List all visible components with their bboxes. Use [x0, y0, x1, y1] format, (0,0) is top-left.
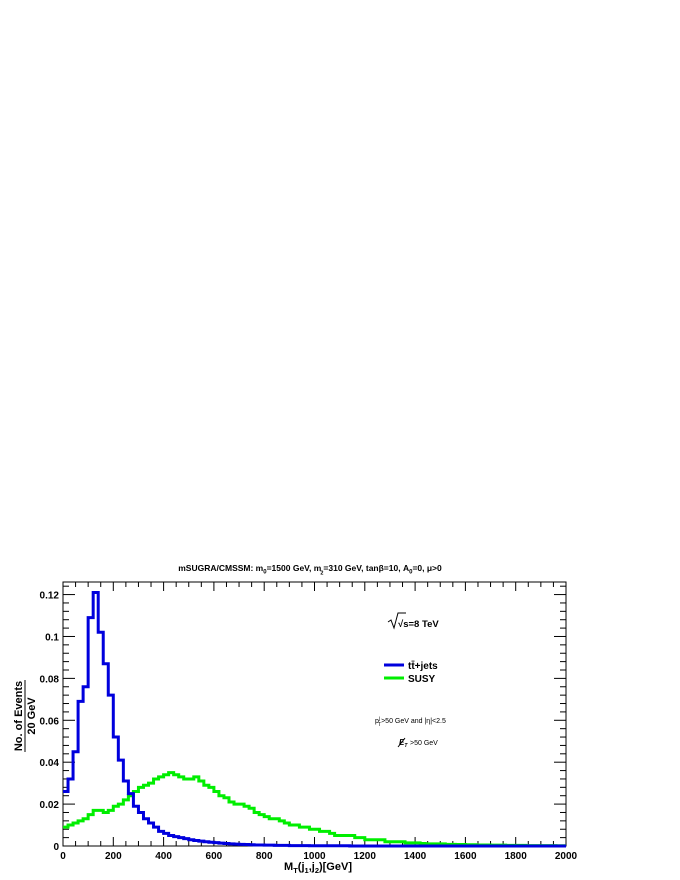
x-tick-label: 1800: [505, 851, 528, 862]
x-tick-label: 2000: [555, 851, 578, 862]
y-tick-label: 0: [53, 842, 59, 853]
y-tick-label: 0.12: [40, 591, 60, 602]
y-tick-labels: 0 0.02 0.04 0.06 0.08 0.1 0.12: [40, 591, 60, 853]
y-tick-label: 0.02: [40, 800, 60, 811]
legend-susy-label: SUSY: [408, 674, 436, 685]
y-tick-label: 0.1: [45, 632, 59, 643]
x-tick-label: 600: [206, 851, 223, 862]
x-tick-labels: 0 200 400 600 800 1000 1200 1400 1600 1800 2000: [60, 851, 577, 862]
y-axis-label-denominator: 20 GeV: [26, 697, 38, 735]
y-tick-label: 0.08: [40, 674, 60, 685]
x-tick-label: 1000: [303, 851, 326, 862]
x-axis-label: MT(j1,j2)[GeV]: [284, 861, 352, 875]
x-tick-label: 1200: [354, 851, 377, 862]
y-axis-label-numerator: No. of Events: [13, 681, 25, 751]
met-slash: [397, 737, 406, 748]
x-tick-label: 400: [155, 851, 172, 862]
y-axis-label: No. of Events 20 GeV: [13, 680, 38, 752]
chart-title: mSUGRA/CMSSM: m0=1500 GeV, m2=310 GeV, t…: [178, 563, 442, 577]
x-tick-label: 0: [60, 851, 66, 862]
legend-ttbar-label: tt̄+jets: [408, 660, 438, 672]
x-tick-label: 200: [105, 851, 122, 862]
energy-annotation: √s=8 TeV: [387, 612, 439, 630]
legend: tt̄+jets SUSY: [384, 660, 438, 685]
met-text: >50 GeV: [410, 740, 438, 747]
axis-ticks: [62, 582, 567, 847]
cut-annotation-jets: pj T>50 GeV and |η|<2.5: [375, 716, 446, 728]
x-tick-label: 800: [256, 851, 273, 862]
energy-text: √s=8 TeV: [398, 619, 439, 630]
y-tick-label: 0.06: [40, 716, 60, 727]
x-tick-label: 1400: [404, 851, 427, 862]
cut-annotation-met: ET >50 GeV: [397, 737, 438, 749]
y-tick-label: 0.04: [40, 758, 60, 769]
series-ttbar-line: [63, 590, 566, 848]
x-tick-label: 1600: [454, 851, 477, 862]
sqrt-symbol: [387, 612, 406, 630]
